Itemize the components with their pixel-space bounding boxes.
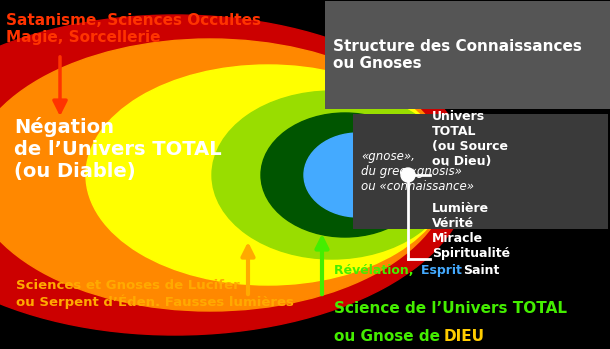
Ellipse shape — [0, 39, 450, 311]
Text: Révélation,: Révélation, — [334, 264, 418, 277]
Text: DIEU: DIEU — [444, 329, 485, 344]
Text: Esprit: Esprit — [421, 264, 466, 277]
Ellipse shape — [86, 65, 450, 285]
Text: Structure des Connaissances
ou Gnoses: Structure des Connaissances ou Gnoses — [333, 39, 582, 71]
Bar — [325, 1, 610, 109]
Text: Univers
TOTAL
(ou Source
ou Dieu): Univers TOTAL (ou Source ou Dieu) — [432, 110, 508, 168]
Ellipse shape — [261, 113, 429, 237]
Text: ou Gnose de: ou Gnose de — [334, 329, 445, 344]
Text: Lumière
Vérité
Miracle
Spiritualité: Lumière Vérité Miracle Spiritualité — [432, 202, 510, 260]
Text: Science de l’Univers TOTAL: Science de l’Univers TOTAL — [334, 301, 567, 316]
Bar — [353, 114, 608, 229]
Ellipse shape — [304, 133, 412, 217]
Text: Négation
de l’Univers TOTAL
(ou Diable): Négation de l’Univers TOTAL (ou Diable) — [14, 117, 221, 181]
Circle shape — [401, 168, 415, 182]
Ellipse shape — [212, 91, 452, 259]
Text: Satanisme, Sciences Occultes
Magie, Sorcellerie: Satanisme, Sciences Occultes Magie, Sorc… — [6, 13, 261, 45]
Text: «gnose»,
du grec «gnosis»
ou «connaissance»: «gnose», du grec «gnosis» ou «connaissan… — [361, 150, 474, 193]
Text: Sciences et Gnoses de Lucifer
ou Serpent d’Éden. Fausses lumières: Sciences et Gnoses de Lucifer ou Serpent… — [16, 279, 294, 309]
Text: Saint: Saint — [463, 264, 500, 277]
Ellipse shape — [0, 15, 470, 335]
